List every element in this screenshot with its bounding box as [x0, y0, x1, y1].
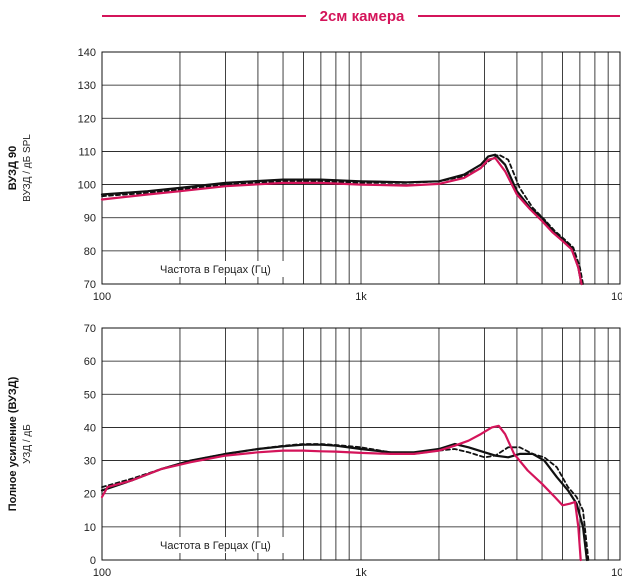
- y-axis-title: ВУЗД 90: [7, 146, 19, 190]
- y-tick-label: 70: [84, 279, 96, 291]
- x-tick-label: 100: [93, 567, 111, 579]
- series-line-1: [100, 442, 588, 562]
- y-tick-label: 100: [78, 180, 96, 192]
- y-tick-label: 50: [84, 389, 96, 401]
- series-line-3: [100, 424, 582, 562]
- x-tick-label: 10k: [611, 567, 622, 579]
- y-tick-label: 110: [78, 146, 96, 158]
- xlabel-background: [158, 537, 302, 553]
- series-line-1: [100, 153, 583, 286]
- y-tick-label: 120: [78, 113, 96, 125]
- bottom-panel-gain: 0 10 20 30 40 50 60 70 100 1k 10k Частота в Герцах …: [7, 323, 622, 579]
- x-tick-label: 1k: [355, 291, 367, 303]
- x-tick-label: 1k: [355, 567, 367, 579]
- chart-title: 2см камера: [320, 8, 405, 25]
- y-tick-label: 90: [84, 213, 96, 225]
- y-axis-label: ВУЗД / дБ SPL: [22, 134, 33, 202]
- y-tick-label: 0: [90, 555, 96, 567]
- y-tick-label: 30: [84, 456, 96, 468]
- y-axis-title: Полное усиление (ВУЗД): [7, 376, 19, 511]
- y-tick-label: 20: [84, 489, 96, 501]
- xlabel-background: [158, 261, 302, 277]
- y-tick-label: 80: [84, 246, 96, 258]
- x-axis-label: Частота в Герцах (Гц): [160, 264, 271, 276]
- y-tick-label: 60: [84, 356, 96, 368]
- y-tick-label: 130: [78, 80, 96, 92]
- x-axis-label: Частота в Герцах (Гц): [160, 540, 271, 552]
- y-tick-label: 10: [84, 522, 96, 534]
- y-tick-label: 70: [84, 323, 96, 335]
- y-tick-label: 40: [84, 422, 96, 434]
- series-line-3: [100, 157, 583, 286]
- top-panel-spl90: 70 80 90 100 110 120 130 140 100 1k 10k Частота в Г…: [7, 47, 622, 303]
- x-tick-label: 10k: [611, 291, 622, 303]
- y-tick-label: 140: [78, 47, 96, 59]
- x-tick-label: 100: [93, 291, 111, 303]
- y-axis-label: УЗД / дБ: [22, 424, 33, 464]
